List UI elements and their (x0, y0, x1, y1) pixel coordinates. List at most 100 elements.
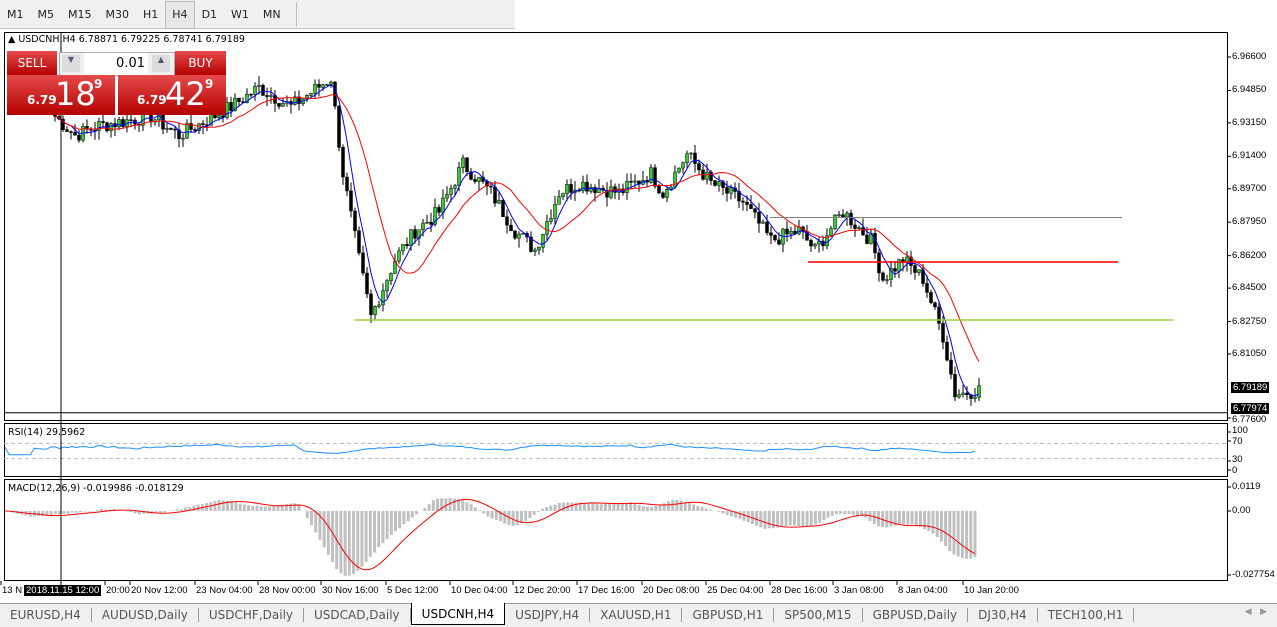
symbol-ohlc: USDCNH,H4 6.78871 6.79225 6.78741 6.7918… (18, 34, 245, 45)
macd-histogram-bar (75, 511, 78, 513)
price-tick: 6.87950 (1232, 217, 1266, 227)
chart-tab[interactable]: USDCAD,Daily (304, 608, 411, 622)
candle-body (386, 281, 389, 291)
macd-histogram-bar (474, 507, 477, 511)
chart-tab[interactable]: GBPUSD,H1 (682, 608, 774, 622)
candle-body (78, 135, 81, 140)
chart-tab[interactable]: TECH100,H1 (1038, 608, 1135, 622)
macd-histogram-bar (814, 511, 817, 525)
macd-histogram-bar (890, 511, 893, 526)
sell-button[interactable]: SELL (7, 51, 57, 75)
lot-input[interactable]: 0.01 (84, 53, 148, 75)
candle-body (874, 233, 877, 253)
candle-body (350, 191, 353, 211)
candle-body (310, 93, 313, 95)
increase-lot-icon[interactable]: ▲ (152, 55, 170, 72)
macd-histogram-bar (671, 500, 674, 511)
price-tick: 6.94850 (1232, 85, 1266, 95)
candle-body (338, 106, 341, 147)
macd-tick: -0.027754 (1232, 570, 1275, 580)
chart-tab[interactable]: AUDUSD,Daily (92, 608, 199, 622)
macd-histogram-bar (327, 511, 330, 555)
candle-body (478, 177, 481, 181)
price-tick: 6.77600 (1232, 415, 1266, 425)
symbol-info: ▲ USDCNH,H4 6.78871 6.79225 6.78741 6.79… (8, 34, 245, 45)
macd-histogram-bar (885, 511, 888, 527)
candle-body (882, 273, 885, 280)
rsi-tick: 100 (1232, 426, 1248, 436)
candle-body (958, 395, 961, 397)
buy-button[interactable]: BUY (175, 51, 226, 75)
macd-histogram-bar (180, 509, 183, 511)
chart-tab[interactable]: XAUUSD,H1 (590, 608, 682, 622)
macd-histogram-bar (453, 498, 456, 511)
macd-histogram-bar (650, 507, 653, 511)
candle-body (406, 244, 409, 245)
candle-body (894, 269, 897, 272)
candle-body (966, 393, 969, 395)
macd-histogram-bar (482, 511, 485, 514)
chart-tab[interactable]: USDCNH,H4 (411, 603, 506, 625)
macd-histogram-bar (524, 511, 527, 521)
chart-tab[interactable]: SP500,M15 (774, 608, 862, 622)
macd-histogram-bar (688, 503, 691, 511)
macd-histogram-bar (255, 506, 258, 511)
chart-tab[interactable]: EURUSD,H4 (0, 608, 92, 622)
candle-body (770, 233, 773, 235)
macd-histogram-bar (852, 511, 855, 515)
chart-tab[interactable]: USDCHF,Daily (199, 608, 304, 622)
time-label: 10 Jan 20:00 (964, 585, 1019, 596)
time-label: 20 Dec 08:00 (643, 585, 700, 596)
candle-body (726, 188, 729, 194)
macd-histogram-bar (293, 503, 296, 511)
chart-tab[interactable]: GBPUSD,Daily (863, 608, 969, 622)
slow-ma-line (55, 95, 979, 362)
candle-body (270, 95, 273, 96)
candle-body (658, 186, 661, 193)
macd-histogram-bar (936, 511, 939, 537)
candle-body (762, 222, 765, 223)
candle-body (706, 172, 709, 179)
macd-histogram-bar (129, 511, 132, 512)
macd-histogram-bar (323, 511, 326, 547)
lot-stepper[interactable]: ▼ 0.01 ▲ (59, 52, 175, 76)
macd-histogram-bar (722, 511, 725, 514)
candle-body (70, 132, 73, 133)
sell-price[interactable]: 6.79 18 9 (7, 75, 115, 115)
candle-body (586, 182, 589, 191)
time-label: 20 Nov 12:00 (131, 585, 188, 596)
macd-histogram-bar (394, 511, 397, 531)
macd-histogram-bar (264, 507, 267, 511)
macd-histogram-bar (780, 511, 783, 527)
macd-histogram-bar (470, 504, 473, 511)
candle-body (938, 307, 941, 323)
macd-histogram-bar (738, 511, 741, 519)
time-label: 3 Jan 08:00 (834, 585, 884, 596)
macd-histogram-bar (600, 504, 603, 511)
candle-body (98, 121, 101, 130)
macd-histogram-bar (906, 511, 909, 525)
chart-tab[interactable]: DJ30,H4 (968, 608, 1038, 622)
candle-body (666, 189, 669, 197)
candle-body (742, 201, 745, 202)
price-tick: 6.86200 (1232, 251, 1266, 261)
one-click-trade-panel: SELL ▼ 0.01 ▲ BUY 6.79 18 9 6.79 42 9 (7, 51, 226, 115)
candle-body (66, 130, 69, 132)
macd-histogram-bar (533, 511, 536, 515)
macd-histogram-bar (37, 511, 40, 516)
buy-price[interactable]: 6.79 42 9 (118, 75, 226, 115)
candle-body (102, 121, 105, 122)
macd-histogram-bar (785, 511, 788, 526)
macd-histogram-bar (675, 500, 678, 511)
macd-histogram-bar (927, 511, 930, 531)
candle-body (162, 115, 165, 129)
decrease-lot-icon[interactable]: ▼ (62, 55, 80, 72)
rsi-tick: 30 (1232, 455, 1243, 465)
candle-body (626, 181, 629, 192)
fast-ma-line (55, 85, 979, 396)
tab-scroll-arrows[interactable]: ◀ ▶ (1245, 607, 1267, 617)
macd-histogram-bar (344, 511, 347, 576)
chart-tab[interactable]: USDJPY,H4 (505, 608, 590, 622)
crosshair-time-tag: 2018.11.15 12:00 (24, 585, 101, 596)
